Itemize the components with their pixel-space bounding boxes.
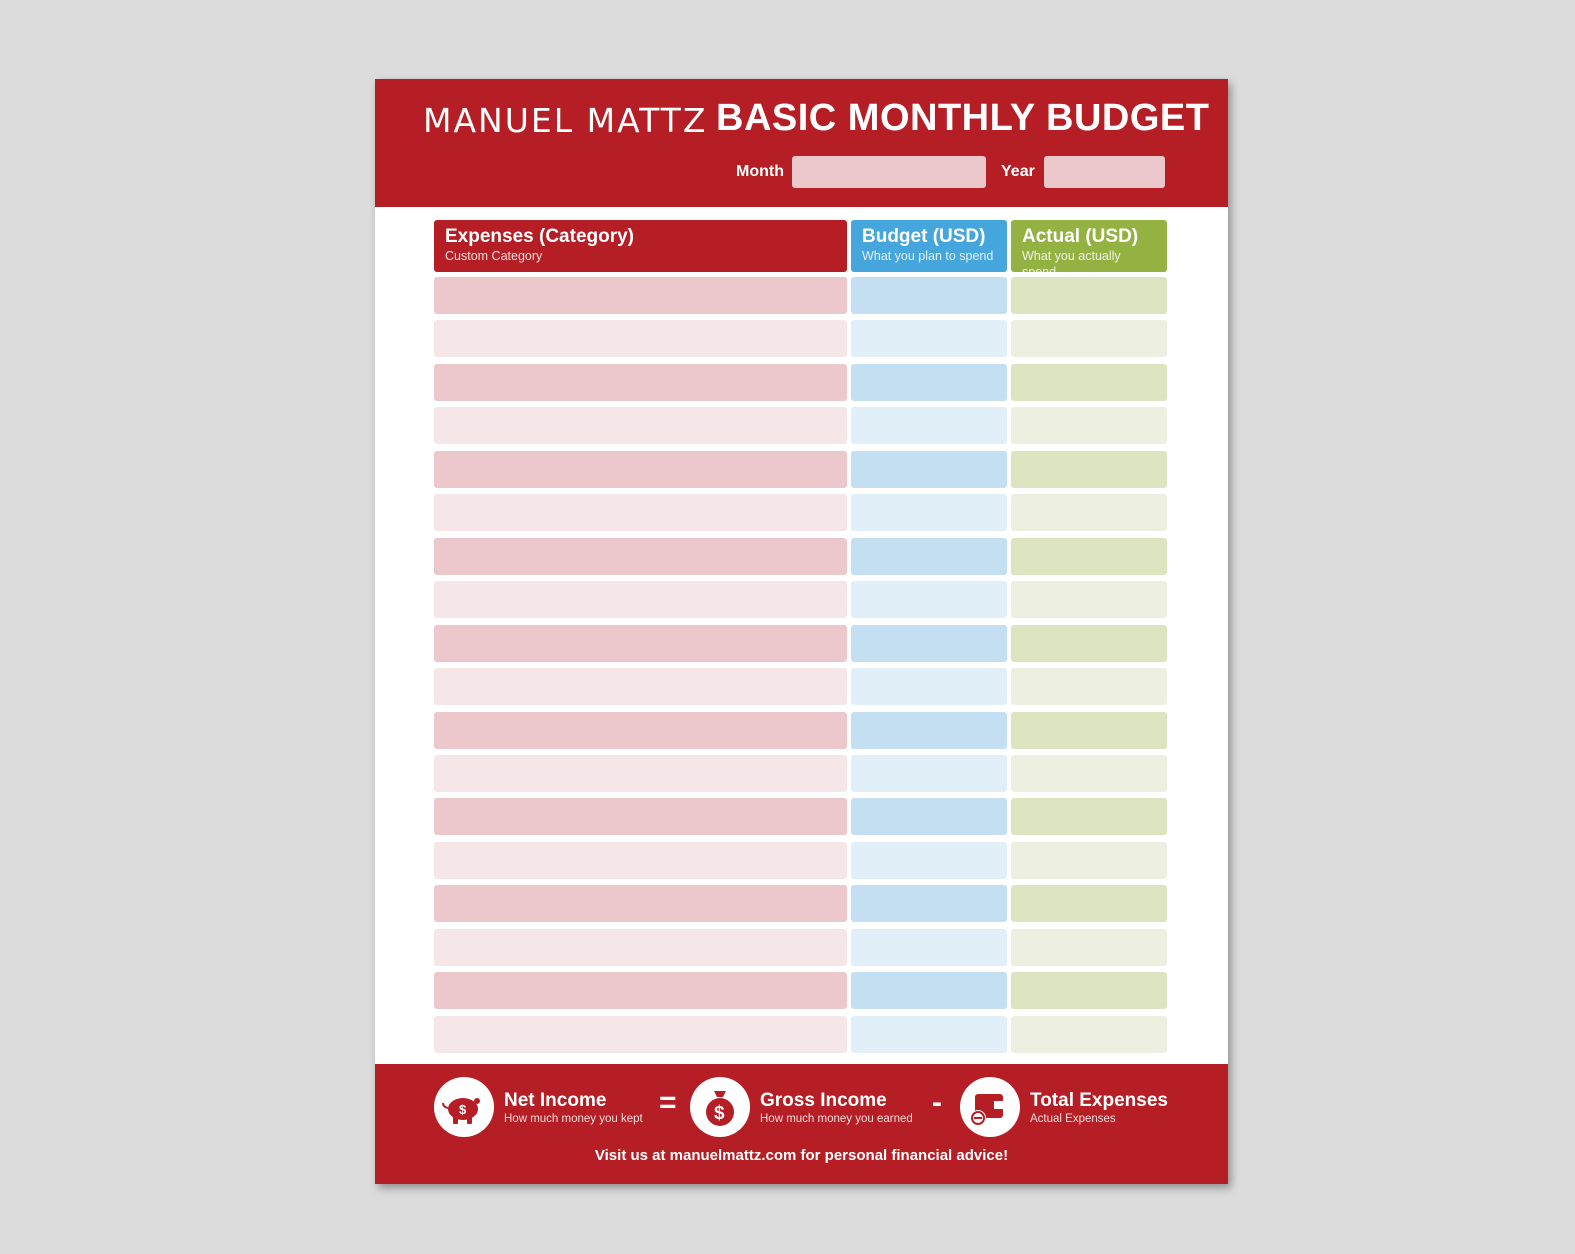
actual-cell[interactable]	[1011, 1015, 1167, 1053]
column-subtitle: What you plan to spend	[862, 249, 994, 263]
month-field[interactable]	[792, 156, 986, 188]
category-cell[interactable]	[434, 537, 847, 575]
budget-sheet: MANUEL MATTZ BASIC MONTHLY BUDGET Month …	[375, 79, 1228, 1184]
brand-logo: MANUEL MATTZ	[423, 101, 708, 140]
category-cell[interactable]	[434, 277, 847, 314]
actual-cell[interactable]	[1011, 407, 1167, 445]
minus-sign: -	[932, 1086, 942, 1119]
category-cell[interactable]	[434, 1015, 847, 1053]
money-bag-icon: $	[690, 1077, 750, 1137]
net-income-title: Net Income	[504, 1090, 607, 1111]
budget-cell[interactable]	[851, 363, 1007, 401]
year-label: Year	[1001, 163, 1035, 180]
category-cell[interactable]	[434, 711, 847, 749]
category-cell[interactable]	[434, 494, 847, 532]
column-header-expenses: Expenses (Category) Custom Category	[434, 220, 847, 272]
budget-cell[interactable]	[851, 277, 1007, 314]
budget-cell[interactable]	[851, 624, 1007, 662]
column-subtitle: Custom Category	[445, 249, 543, 263]
budget-cell[interactable]	[851, 711, 1007, 749]
actual-cell[interactable]	[1011, 537, 1167, 575]
visit-link-text[interactable]: Visit us at manuelmattz.com for personal…	[594, 1147, 1009, 1164]
budget-cell[interactable]	[851, 754, 1007, 792]
column-title: Actual (USD)	[1022, 226, 1139, 247]
svg-text:$: $	[714, 1103, 725, 1124]
actual-cell[interactable]	[1011, 320, 1167, 358]
category-cell[interactable]	[434, 581, 847, 619]
budget-cell[interactable]	[851, 450, 1007, 488]
actual-cell[interactable]	[1011, 624, 1167, 662]
gross-income-subtitle: How much money you earned	[760, 1113, 913, 1125]
category-cell[interactable]	[434, 450, 847, 488]
actual-cell[interactable]	[1011, 363, 1167, 401]
actual-cell[interactable]	[1011, 754, 1167, 792]
footer-band: $ Net Income How much money you kept = $…	[375, 1064, 1228, 1184]
actual-cell[interactable]	[1011, 841, 1167, 879]
budget-cell[interactable]	[851, 581, 1007, 619]
actual-cell[interactable]	[1011, 668, 1167, 706]
actual-cell[interactable]	[1011, 581, 1167, 619]
budget-cell[interactable]	[851, 537, 1007, 575]
actual-cell[interactable]	[1011, 494, 1167, 532]
equals-sign: =	[659, 1086, 677, 1119]
total-expenses-title: Total Expenses	[1030, 1090, 1168, 1111]
actual-cell[interactable]	[1011, 711, 1167, 749]
column-title: Expenses (Category)	[445, 226, 635, 247]
month-label: Month	[736, 163, 784, 180]
gross-income-title: Gross Income	[760, 1090, 887, 1111]
category-cell[interactable]	[434, 407, 847, 445]
category-cell[interactable]	[434, 798, 847, 836]
piggy-bank-icon: $	[434, 1077, 494, 1137]
column-subtitle: What you actually spend	[1022, 249, 1121, 279]
column-header-budget: Budget (USD) What you plan to spend	[851, 220, 1007, 272]
year-field[interactable]	[1044, 156, 1165, 188]
page-title: BASIC MONTHLY BUDGET	[716, 97, 1210, 139]
budget-cell[interactable]	[851, 885, 1007, 923]
budget-cell[interactable]	[851, 841, 1007, 879]
budget-cell[interactable]	[851, 668, 1007, 706]
budget-cell[interactable]	[851, 407, 1007, 445]
actual-cell[interactable]	[1011, 798, 1167, 836]
category-cell[interactable]	[434, 754, 847, 792]
category-cell[interactable]	[434, 885, 847, 923]
wallet-icon	[960, 1077, 1020, 1137]
svg-text:$: $	[459, 1102, 467, 1117]
total-expenses-subtitle: Actual Expenses	[1030, 1113, 1116, 1125]
actual-cell[interactable]	[1011, 277, 1167, 314]
budget-cell[interactable]	[851, 320, 1007, 358]
budget-cell[interactable]	[851, 1015, 1007, 1053]
category-cell[interactable]	[434, 972, 847, 1010]
category-cell[interactable]	[434, 363, 847, 401]
budget-cell[interactable]	[851, 928, 1007, 966]
column-title: Budget (USD)	[862, 226, 986, 247]
category-cell[interactable]	[434, 841, 847, 879]
actual-cell[interactable]	[1011, 972, 1167, 1010]
actual-cell[interactable]	[1011, 450, 1167, 488]
category-cell[interactable]	[434, 928, 847, 966]
category-cell[interactable]	[434, 320, 847, 358]
net-income-subtitle: How much money you kept	[504, 1113, 643, 1125]
column-header-actual: Actual (USD) What you actually spend	[1011, 220, 1167, 279]
budget-cell[interactable]	[851, 494, 1007, 532]
category-cell[interactable]	[434, 668, 847, 706]
actual-cell[interactable]	[1011, 928, 1167, 966]
category-cell[interactable]	[434, 624, 847, 662]
budget-cell[interactable]	[851, 972, 1007, 1010]
header-band: MANUEL MATTZ BASIC MONTHLY BUDGET Month …	[375, 79, 1228, 207]
actual-cell[interactable]	[1011, 885, 1167, 923]
budget-cell[interactable]	[851, 798, 1007, 836]
